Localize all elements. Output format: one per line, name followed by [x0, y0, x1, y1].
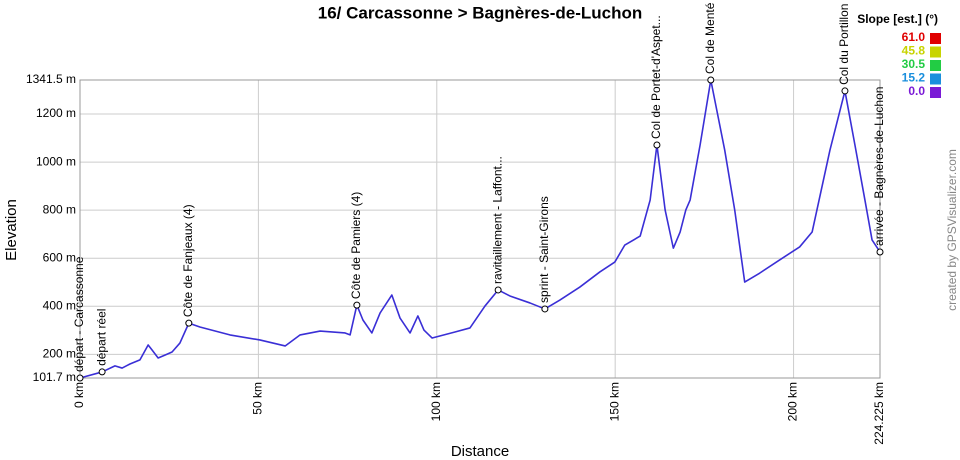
legend-title: Slope [est.] (°): [857, 12, 938, 26]
waypoint-marker: [541, 305, 549, 313]
waypoint-label: Col de Menté: [703, 2, 717, 74]
waypoint-marker: [494, 286, 502, 294]
waypoint-label: départ réel: [94, 309, 108, 366]
waypoint-marker: [841, 87, 849, 95]
waypoint-label: Col du Portillon: [837, 4, 851, 85]
waypoint-label: arrivée - Bagnères-de-Luchon: [872, 87, 886, 246]
x-tick-label: 0 km: [72, 382, 86, 408]
legend-label: 61.0: [902, 30, 926, 44]
y-axis-label: Elevation: [3, 199, 20, 261]
waypoint-label: Côte de Pamiers (4): [349, 192, 363, 299]
plot-frame: [79, 79, 881, 379]
waypoint-marker: [98, 368, 106, 376]
legend-label: 30.5: [902, 57, 926, 71]
y-tick-label: 101.7 m: [33, 370, 76, 384]
waypoint-marker: [707, 76, 715, 84]
x-tick-label: 50 km: [251, 382, 265, 415]
y-tick-label: 1200 m: [36, 106, 76, 120]
waypoint-marker: [353, 301, 361, 309]
x-axis-label: Distance: [451, 443, 509, 460]
y-tick-label: 1000 m: [36, 154, 76, 168]
legend-swatch: [930, 60, 941, 71]
waypoint-label: ravitaillement - Laffont...: [490, 156, 504, 284]
x-tick-label: 224.225 km: [872, 382, 886, 445]
y-tick-label: 800 m: [43, 202, 76, 216]
legend-swatch: [930, 46, 941, 58]
waypoint-label: départ - Carcassonne: [72, 256, 86, 372]
waypoint-marker: [185, 319, 193, 327]
legend-label: 0.0: [908, 84, 925, 98]
legend-label: 15.2: [902, 71, 926, 85]
elevation-line: [79, 79, 881, 379]
waypoint-marker: [653, 141, 661, 149]
y-tick-label: 600 m: [43, 250, 76, 264]
waypoint-label: sprint - Saint-Girons: [537, 196, 551, 303]
waypoint-label: Côte de Fanjeaux (4): [181, 204, 195, 317]
waypoint-marker: [76, 374, 84, 382]
y-tick-label: 400 m: [43, 298, 76, 312]
legend-swatch: [930, 33, 941, 44]
legend-swatch: [930, 87, 941, 98]
waypoint-label: Col de Portet-d'Aspet...: [649, 15, 663, 139]
legend-label: 45.8: [902, 44, 926, 58]
x-tick-label: 200 km: [786, 382, 800, 421]
legend-swatch: [930, 73, 941, 85]
y-tick-label: 1341.5 m: [26, 72, 76, 86]
credit: created by GPSVisualizer.com: [945, 149, 959, 311]
x-tick-label: 100 km: [429, 382, 443, 421]
chart-title: 16/ Carcassonne > Bagnères-de-Luchon: [318, 3, 643, 22]
y-tick-label: 200 m: [43, 347, 76, 361]
x-tick-label: 150 km: [607, 382, 621, 421]
waypoint-marker: [876, 248, 884, 256]
